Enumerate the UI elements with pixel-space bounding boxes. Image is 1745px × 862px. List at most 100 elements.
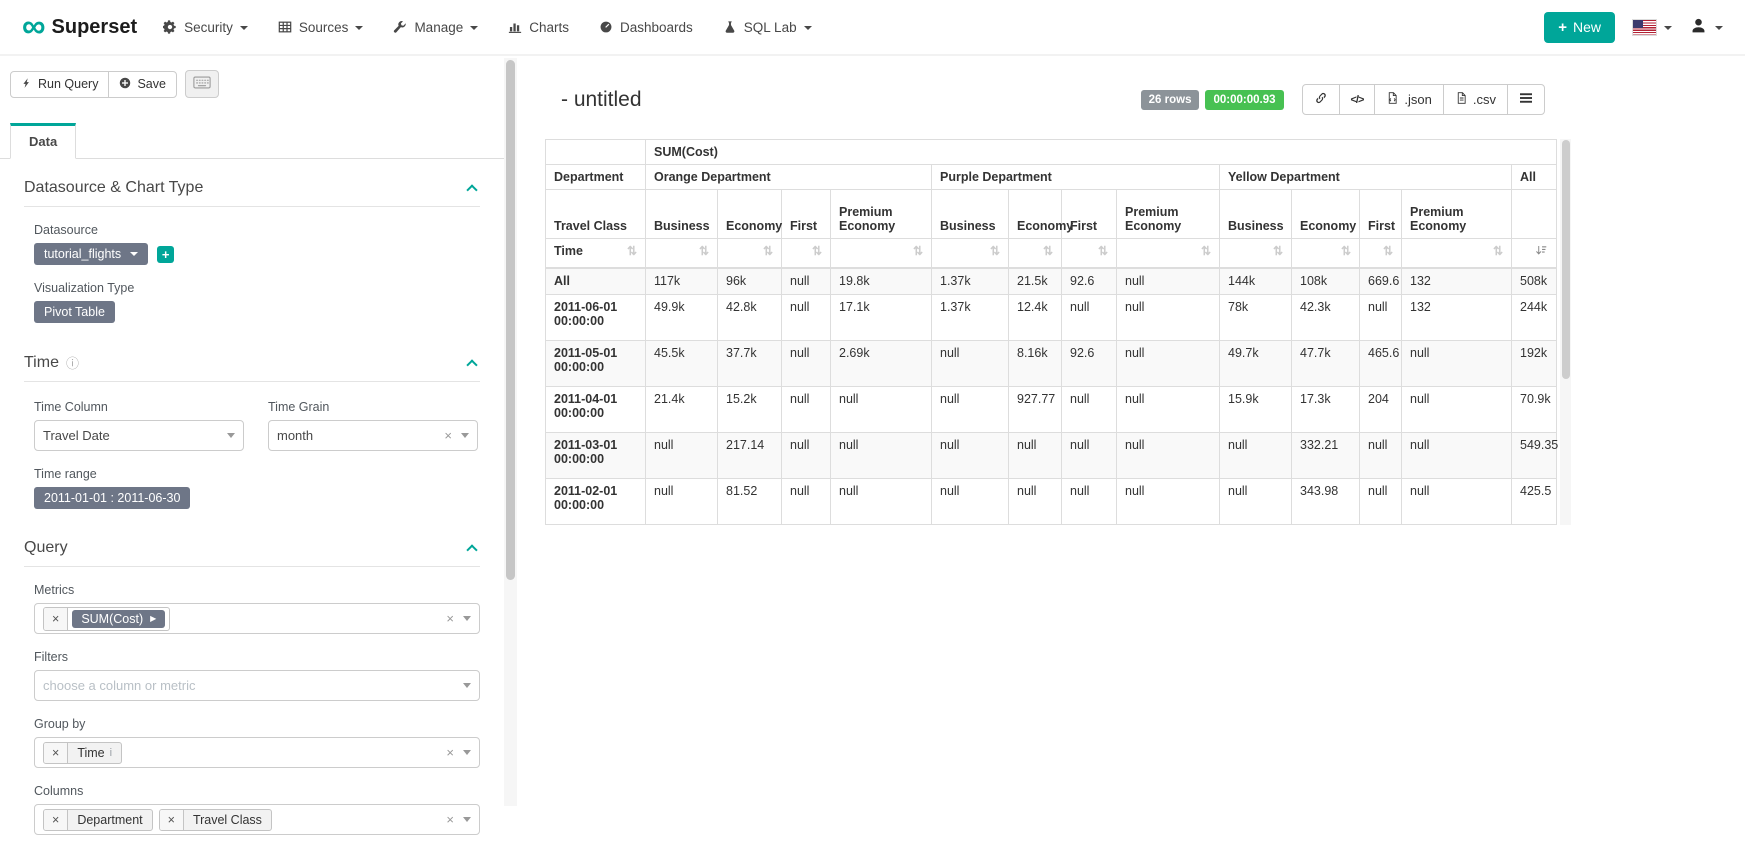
locale-selector[interactable]: [1633, 19, 1672, 35]
value-cell: 204: [1359, 386, 1402, 433]
short-link-button[interactable]: [1301, 84, 1340, 115]
pivot-table: SUM(Cost) Department Orange Department Purp…: [545, 139, 1558, 525]
chart-title[interactable]: - untitled: [561, 87, 642, 111]
run-query-button[interactable]: Run Query: [10, 70, 110, 98]
value-cell: 244k: [1510, 294, 1558, 341]
sort-header[interactable]: ⇅: [1359, 238, 1402, 269]
sort-header[interactable]: ⇅: [1401, 238, 1512, 269]
sort-icon: ⇅: [762, 244, 773, 258]
sort-header[interactable]: ⇅: [1008, 238, 1062, 269]
clear-icon[interactable]: ×: [444, 428, 452, 443]
datasource-label: Datasource: [34, 223, 98, 237]
viz-type-select[interactable]: Pivot Table: [34, 301, 115, 323]
sort-header[interactable]: ⇅: [830, 238, 932, 269]
user-menu[interactable]: [1690, 17, 1723, 37]
nav-item-sql-lab[interactable]: SQL Lab: [723, 20, 812, 35]
add-datasource-button[interactable]: +: [157, 246, 175, 264]
left-panel-scrollbar[interactable]: [504, 58, 517, 806]
remove-token-icon[interactable]: ×: [44, 742, 69, 763]
value-cell: null: [781, 267, 831, 295]
section-datasource-chart-type[interactable]: Datasource & Chart Type: [24, 179, 480, 207]
value-cell: null: [1116, 340, 1220, 387]
export-csv-button[interactable]: .csv: [1442, 84, 1508, 115]
remove-token-icon[interactable]: ×: [44, 809, 69, 830]
datasource-select[interactable]: tutorial_flights: [34, 243, 149, 265]
travel-class-header: [1510, 189, 1558, 239]
remove-token-icon[interactable]: ×: [44, 607, 69, 630]
clear-icon[interactable]: ×: [446, 812, 454, 827]
token-department[interactable]: × Department: [43, 808, 153, 831]
tab-data[interactable]: Data: [10, 123, 77, 159]
hamburger-icon: [1519, 92, 1533, 107]
sort-header[interactable]: ⇅: [1061, 238, 1117, 269]
scrollbar-thumb[interactable]: [506, 60, 515, 580]
chart-container: - untitled 26 rows 00:00:00.93 </> .json…: [533, 56, 1745, 862]
travel-class-header: Business: [645, 189, 718, 239]
value-cell: null: [830, 478, 932, 525]
nav-item-manage[interactable]: Manage: [393, 20, 479, 35]
token-time[interactable]: × Time i: [43, 741, 123, 764]
viz-type-label: Visualization Type: [34, 281, 135, 295]
export-json-button[interactable]: .json: [1374, 84, 1444, 115]
chevron-down-icon: [227, 433, 235, 438]
travel-class-header: First: [1061, 189, 1117, 239]
value-cell: null: [931, 432, 1009, 479]
clear-icon[interactable]: ×: [446, 745, 454, 760]
value-cell: null: [1219, 478, 1292, 525]
sort-header-all[interactable]: [1510, 238, 1558, 269]
value-cell: null: [1116, 267, 1220, 295]
nav-item-dashboards[interactable]: Dashboards: [599, 20, 693, 35]
table-scrollbar[interactable]: [1560, 139, 1571, 525]
row-header-cell: 2011-02-01 00:00:00: [545, 478, 646, 525]
value-cell: null: [645, 478, 718, 525]
nav-item-charts[interactable]: Charts: [508, 20, 569, 35]
value-cell: 508k: [1510, 267, 1558, 295]
sort-header[interactable]: ⇅: [931, 238, 1009, 269]
view-query-button[interactable]: </>: [1338, 84, 1376, 115]
sort-header[interactable]: ⇅: [781, 238, 831, 269]
chart-menu-button[interactable]: [1507, 84, 1545, 115]
sort-header[interactable]: ⇅: [645, 238, 718, 269]
sort-header-time[interactable]: Time ⇅: [545, 238, 646, 269]
time-range-button[interactable]: 2011-01-01 : 2011-06-30: [34, 487, 191, 509]
time-column-select[interactable]: Travel Date: [34, 420, 244, 451]
keyboard-shortcuts-button[interactable]: [184, 70, 219, 98]
columns-select[interactable]: × Department × Travel Class ×: [34, 804, 480, 835]
sort-header[interactable]: ⇅: [1116, 238, 1220, 269]
nav-item-label: Charts: [529, 19, 569, 35]
sort-header[interactable]: ⇅: [1291, 238, 1360, 269]
time-grain-select[interactable]: month ×: [268, 420, 478, 451]
sort-header[interactable]: ⇅: [1219, 238, 1292, 269]
save-button[interactable]: Save: [108, 70, 177, 98]
value-cell: 12.4k: [1008, 294, 1062, 341]
new-button[interactable]: + New: [1544, 11, 1615, 43]
info-icon: ⓘ: [65, 356, 79, 371]
scrollbar-thumb[interactable]: [1561, 140, 1570, 380]
section-time[interactable]: Time ⓘ: [24, 353, 480, 382]
row-count-badge: 26 rows: [1140, 89, 1200, 110]
time-column-label: Time Column: [34, 400, 108, 414]
chevron-down-icon: [461, 433, 469, 438]
remove-token-icon[interactable]: ×: [159, 809, 184, 830]
travel-class-header: Economy: [717, 189, 782, 239]
superset-logo[interactable]: ∞ Superset: [22, 9, 137, 42]
value-cell: null: [781, 340, 831, 387]
groupby-select[interactable]: × Time i ×: [34, 737, 480, 768]
section-query[interactable]: Query: [24, 539, 480, 567]
top-navbar: ∞ Superset Security Sources Manage Charts Da…: [0, 0, 1745, 56]
travel-class-header: Premium Economy: [830, 189, 932, 239]
value-cell: 17.3k: [1291, 386, 1360, 433]
value-cell: null: [1401, 432, 1512, 479]
value-cell: 49.9k: [645, 294, 718, 341]
nav-item-security[interactable]: Security: [163, 20, 248, 35]
filters-select[interactable]: choose a column or metric: [34, 670, 480, 701]
metric-pill[interactable]: SUM(Cost) ▶: [72, 609, 166, 628]
nav-menu: Security Sources Manage Charts Dashboards SQL…: [163, 20, 812, 35]
token-travel-class[interactable]: × Travel Class: [158, 808, 272, 831]
nav-item-sources[interactable]: Sources: [278, 20, 364, 35]
sort-header[interactable]: ⇅: [717, 238, 782, 269]
metrics-select[interactable]: × SUM(Cost) ▶ ×: [34, 603, 480, 634]
control-tabs: Data: [0, 122, 504, 159]
token-metric[interactable]: × SUM(Cost) ▶: [43, 606, 171, 631]
clear-icon[interactable]: ×: [446, 611, 454, 626]
